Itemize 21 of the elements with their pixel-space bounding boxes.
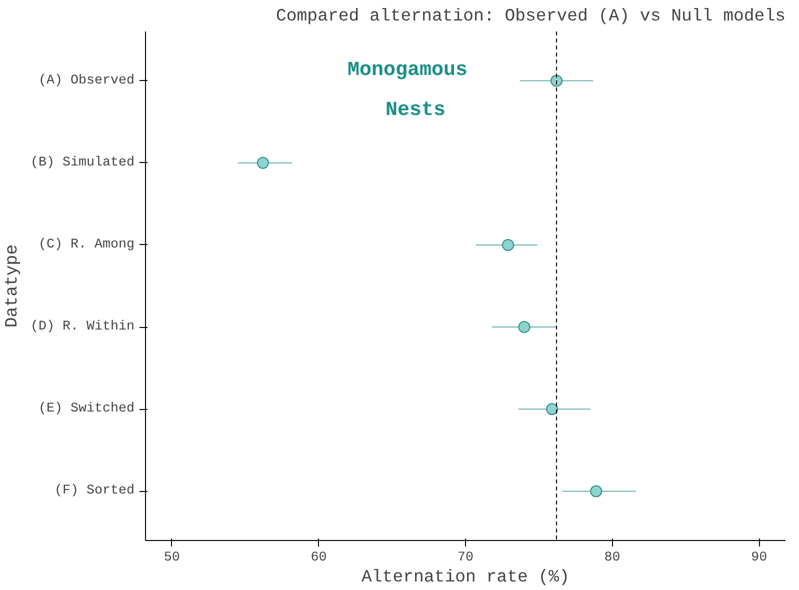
x-axis-title: Alternation rate (%) bbox=[362, 568, 570, 588]
point bbox=[518, 321, 530, 334]
y-tick-label: (D) R. Within bbox=[30, 320, 135, 335]
point bbox=[502, 238, 514, 251]
y-tick-label: (E) Switched bbox=[38, 402, 135, 417]
y-tick-label: (C) R. Among bbox=[38, 237, 135, 252]
point bbox=[546, 403, 558, 416]
y-axis-title: Datatype bbox=[4, 244, 23, 328]
chart-title: Compared alternation: Observed (A) vs Null models bbox=[276, 8, 786, 26]
y-tick-label: (B) Simulated bbox=[30, 155, 135, 170]
x-tick-label: 70 bbox=[458, 550, 474, 566]
x-tick-label: 80 bbox=[604, 550, 620, 566]
annotation: Monogamous Nests bbox=[347, 59, 468, 122]
x-tick-label: 90 bbox=[751, 550, 768, 566]
point bbox=[590, 485, 602, 498]
point bbox=[550, 74, 563, 87]
y-tick-label: (F) Sorted bbox=[54, 484, 135, 499]
point bbox=[256, 156, 269, 169]
y-tick-label: (A) Observed bbox=[38, 73, 135, 88]
x-tick-label: 50 bbox=[164, 550, 180, 566]
x-tick-label: 60 bbox=[310, 550, 327, 566]
